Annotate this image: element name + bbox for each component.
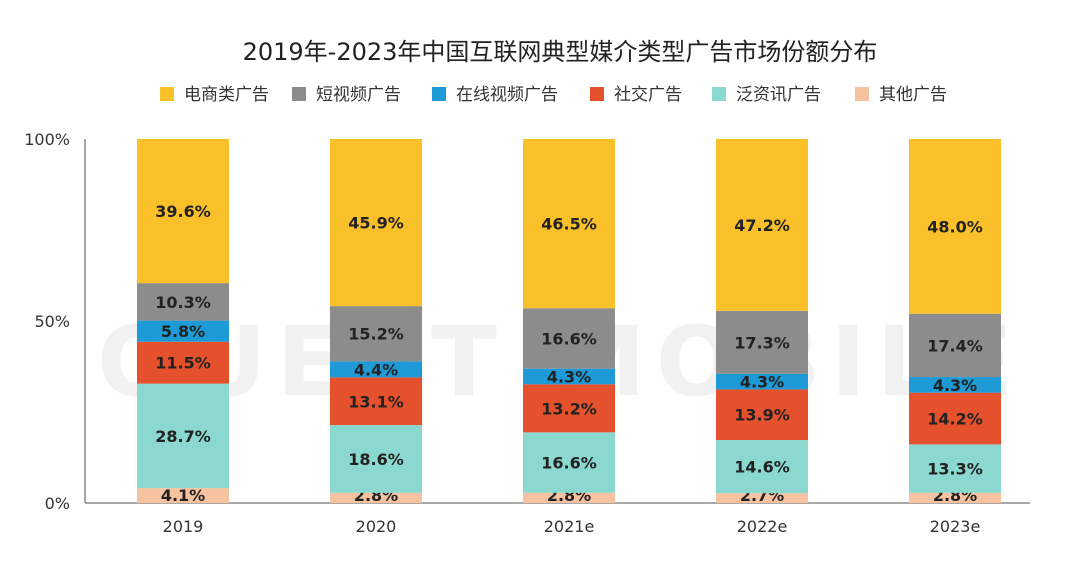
bar-segment: [909, 492, 1001, 503]
bar-segment: [909, 313, 1001, 378]
legend-swatch: [712, 87, 726, 101]
data-label: 14.2%: [927, 410, 983, 429]
legend-swatch: [160, 87, 174, 101]
bar-segment: [716, 310, 808, 374]
data-label: 10.3%: [155, 293, 211, 312]
bar-segment: [137, 341, 229, 384]
x-tick-label: 2019: [163, 517, 204, 536]
bar-segment: [137, 320, 229, 342]
x-tick-label: 2022e: [737, 517, 788, 536]
bar-segment: [330, 492, 422, 503]
bar-segment: [716, 440, 808, 494]
bar-segment: [716, 373, 808, 390]
bar-segment: [716, 389, 808, 441]
bar-segment: [137, 383, 229, 489]
bar-segment: [137, 488, 229, 503]
bar-segment: [523, 308, 615, 369]
data-label: 47.2%: [734, 216, 790, 235]
data-label: 28.7%: [155, 427, 211, 446]
bar-segment: [909, 377, 1001, 393]
legend-item: 在线视频广告: [432, 85, 558, 105]
data-label: 46.5%: [541, 215, 597, 234]
legend-label: 短视频广告: [316, 85, 401, 105]
legend-label: 电商类广告: [184, 85, 269, 105]
data-label: 11.5%: [155, 354, 211, 373]
bar-segment: [716, 139, 808, 311]
bar-stack-2019: 4.1% 28.7% 11.5% 5.8% 10.3% 39.6%: [137, 139, 229, 505]
bar-segment: [330, 361, 422, 378]
bar-stack-2020: 2.8%18.6%13.1%4.4%15.2%45.9%: [330, 139, 422, 505]
legend-label: 在线视频广告: [456, 85, 558, 105]
y-tick-label: 50%: [34, 312, 70, 331]
data-label: 17.4%: [927, 336, 983, 355]
legend-swatch: [590, 87, 604, 101]
x-tick-label: 2023e: [930, 517, 981, 536]
bar-segment: [523, 139, 615, 309]
y-tick-label: 100%: [24, 130, 70, 149]
data-label: 4.1%: [161, 486, 205, 505]
bar-segment: [909, 392, 1001, 445]
legend-label: 泛资讯广告: [736, 85, 821, 105]
x-tick-label: 2020: [356, 517, 397, 536]
data-label: 15.2%: [348, 325, 404, 344]
legend-swatch: [292, 87, 306, 101]
data-label: 4.3%: [740, 373, 784, 392]
legend-item: 社交广告: [590, 85, 682, 105]
data-label: 39.6%: [155, 202, 211, 221]
bar-segment: [330, 139, 422, 307]
x-axis-ticks: 2019 2020 2021e 2022e 2023e: [163, 517, 981, 536]
data-label: 13.9%: [734, 406, 790, 425]
data-label: 13.3%: [927, 460, 983, 479]
data-label: 45.9%: [348, 214, 404, 233]
legend-label: 社交广告: [614, 85, 682, 105]
data-label: 16.6%: [541, 329, 597, 348]
legend: 电商类广告 短视频广告 在线视频广告 社交广告 泛资讯广告 其他广告: [160, 85, 947, 105]
legend-item: 其他广告: [855, 85, 947, 105]
data-label: 14.6%: [734, 458, 790, 477]
data-label: 13.2%: [541, 399, 597, 418]
data-label: 4.3%: [547, 368, 591, 387]
data-label: 48.0%: [927, 217, 983, 236]
legend-item: 泛资讯广告: [712, 85, 821, 105]
data-label: 17.3%: [734, 333, 790, 352]
bar-segment: [523, 432, 615, 493]
data-label: 4.4%: [354, 360, 398, 379]
bar-segment: [330, 306, 422, 362]
legend-swatch: [432, 87, 446, 101]
bar-segment: [523, 368, 615, 385]
bar-segment: [137, 283, 229, 321]
y-tick-label: 0%: [45, 494, 70, 513]
data-label: 16.6%: [541, 454, 597, 473]
data-label: 18.6%: [348, 450, 404, 469]
x-tick-label: 2021e: [544, 517, 595, 536]
chart-title: 2019年-2023年中国互联网典型媒介类型广告市场份额分布: [243, 38, 878, 66]
legend-item: 电商类广告: [160, 85, 269, 105]
legend-label: 其他广告: [879, 85, 947, 105]
bar-segment: [909, 139, 1001, 314]
bar-stack-2023e: 2.8%13.3%14.2%4.3%17.4%48.0%: [909, 139, 1001, 505]
bar-stack-2022e: 2.7%14.6%13.9%4.3%17.3%47.2%: [716, 139, 808, 505]
data-label: 5.8%: [161, 322, 205, 341]
bar-segment: [523, 492, 615, 503]
bar-stack-2021e: 2.8%16.6%13.2%4.3%16.6%46.5%: [523, 139, 615, 505]
data-label: 13.1%: [348, 392, 404, 411]
bar-segment: [909, 444, 1001, 493]
bar-segment: [137, 139, 229, 284]
bar-segment: [523, 384, 615, 433]
data-label: 4.3%: [933, 376, 977, 395]
bar-segment: [330, 377, 422, 426]
bars: 4.1%28.7%11.5%5.8%10.3%39.6%2.8%18.6%13.…: [137, 139, 1001, 505]
bar-segment: [330, 425, 422, 493]
legend-item: 短视频广告: [292, 85, 401, 105]
legend-swatch: [855, 87, 869, 101]
bar-segment: [716, 493, 808, 503]
